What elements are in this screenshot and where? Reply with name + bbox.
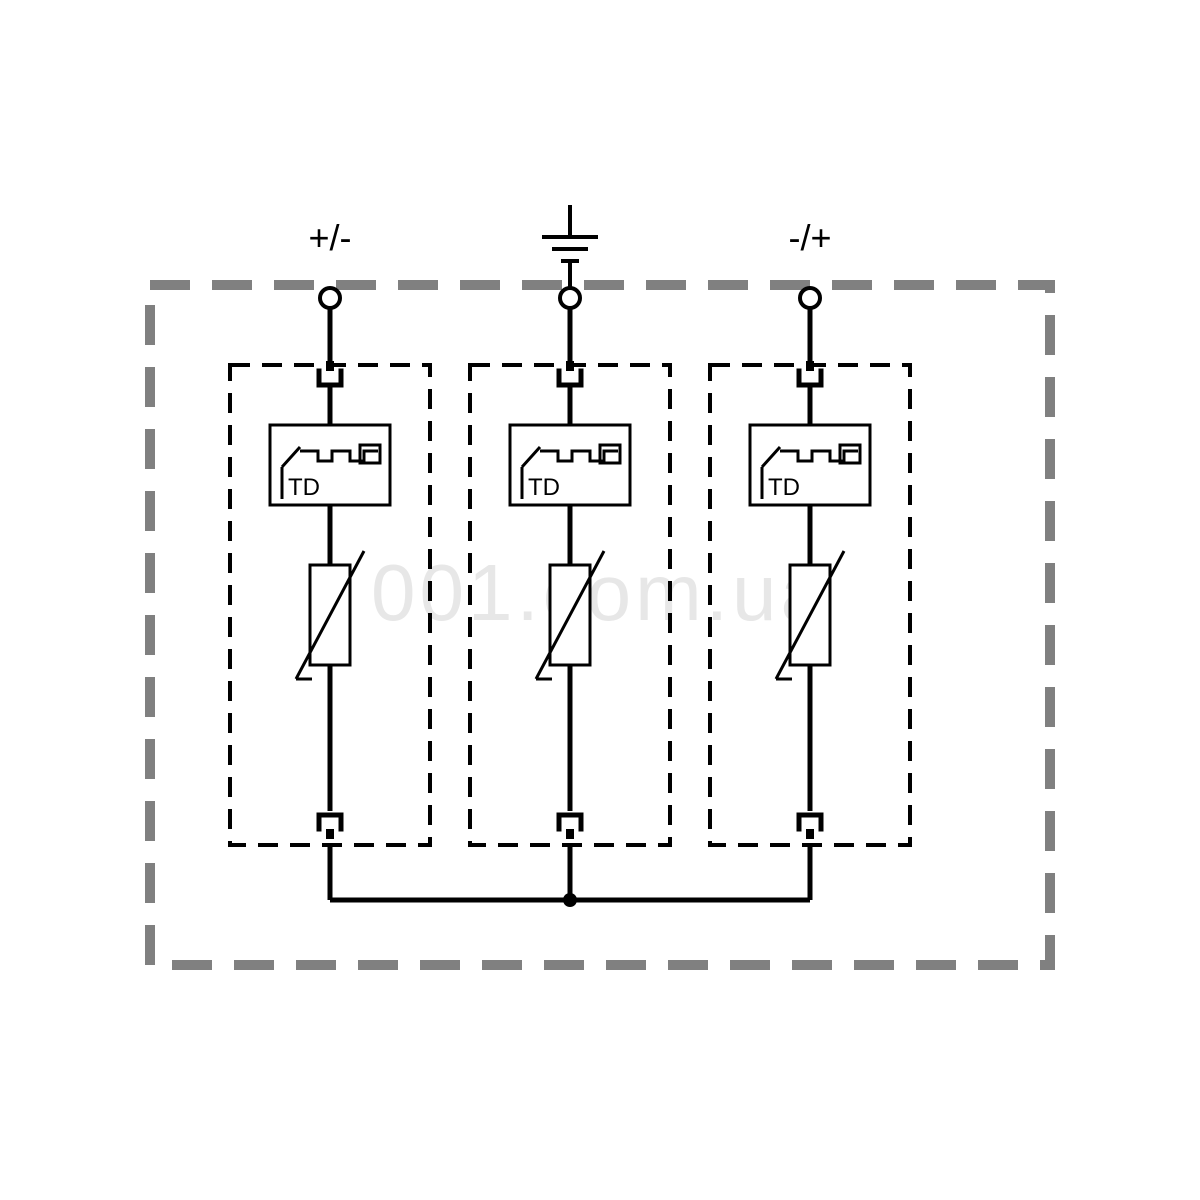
bottom-bus — [330, 893, 810, 907]
ground-icon — [542, 205, 598, 288]
td-label: TD — [288, 474, 320, 501]
bus-junction — [563, 893, 577, 907]
td-label: TD — [768, 474, 800, 501]
circuit-diagram: 001.com.ua +/- -/+ TDTDTD — [0, 0, 1200, 1200]
terminal-circle — [320, 288, 340, 308]
terminal-label-left: +/- — [308, 217, 351, 258]
terminal-label-right: -/+ — [788, 217, 831, 258]
terminal-circle — [800, 288, 820, 308]
terminal-circle — [560, 288, 580, 308]
module-group: TD TD TD — [230, 288, 910, 900]
td-label: TD — [528, 474, 560, 501]
